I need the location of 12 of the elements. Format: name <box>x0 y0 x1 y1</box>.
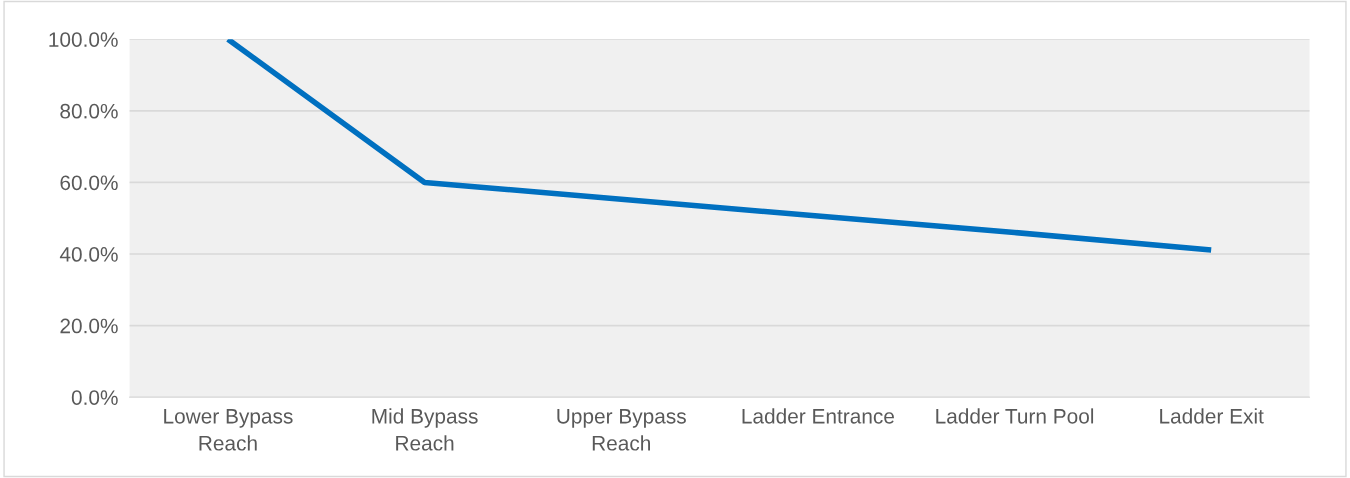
y-tick-label: 40.0% <box>59 247 118 262</box>
y-tick-label: 60.0% <box>60 175 118 191</box>
y-tick-label: 100.0% <box>49 32 118 47</box>
x-tick-label: Mid Bypass Reach <box>372 408 478 451</box>
x-tick-label: Lower Bypass Reach <box>164 409 293 451</box>
x-tick-label: Ladder Exit <box>1160 408 1264 424</box>
x-tick-label: Ladder Entrance <box>742 408 894 424</box>
x-tick-label: Upper Bypass Reach <box>557 409 686 451</box>
y-tick-label: 0.0% <box>71 390 118 405</box>
x-tick-label: Ladder Turn Pool <box>936 408 1094 424</box>
y-tick-label: 20.0% <box>60 318 118 334</box>
y-tick-label: 80.0% <box>60 103 118 119</box>
